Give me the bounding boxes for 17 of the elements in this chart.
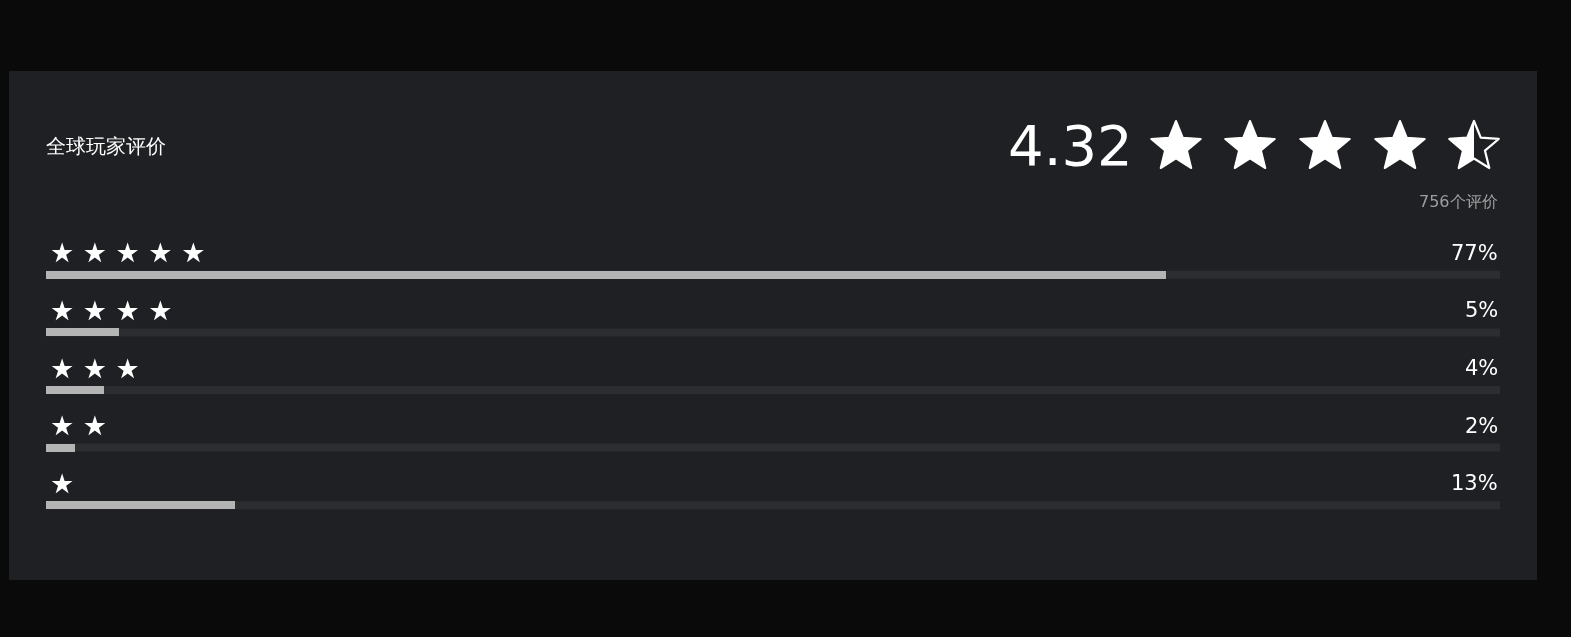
y-tick-label: ★ ★ ★ ★: [50, 295, 173, 326]
data-label: 77%: [1451, 241, 1498, 265]
data-label: 13%: [1451, 471, 1498, 495]
data-label: 2%: [1465, 414, 1499, 438]
bar: [46, 328, 119, 336]
bar: [46, 501, 235, 509]
data-label: 4%: [1465, 356, 1499, 380]
y-tick-label: ★ ★ ★: [50, 353, 140, 384]
y-tick-label: ★: [50, 468, 75, 499]
bar: [46, 444, 75, 452]
y-tick-label: ★ ★ ★ ★ ★: [50, 237, 206, 268]
data-label: 5%: [1465, 298, 1499, 322]
chart-title: 全球玩家评价: [46, 134, 166, 158]
bar: [46, 386, 104, 394]
y-tick-label: ★ ★: [50, 410, 107, 441]
text: 4.32: [1008, 113, 1133, 178]
text: 756个评价: [1419, 192, 1498, 211]
